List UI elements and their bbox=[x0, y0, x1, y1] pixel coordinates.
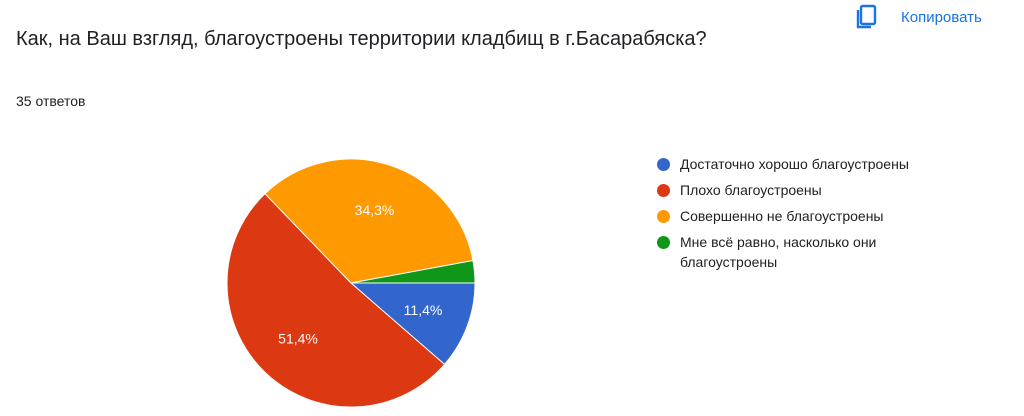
legend-item-2: Плохо благоустроены bbox=[657, 180, 957, 200]
question-title: Как, на Ваш взгляд, благоустроены террит… bbox=[16, 28, 707, 50]
legend-label-2: Плохо благоустроены bbox=[680, 182, 822, 198]
legend-item-1: Достаточно хорошо благоустроены bbox=[657, 154, 957, 174]
legend-label-1: Достаточно хорошо благоустроены bbox=[680, 156, 909, 172]
pie-slice-label-2: 51,4% bbox=[278, 331, 318, 347]
chart-legend: Достаточно хорошо благоустроены Плохо бла… bbox=[657, 154, 957, 278]
copy-icon bbox=[856, 4, 877, 29]
legend-swatch-2 bbox=[657, 184, 670, 197]
copy-button[interactable]: Копировать bbox=[855, 3, 982, 31]
pie-slice-label-3: 34,3% bbox=[355, 202, 395, 218]
pie-slice-3 bbox=[264, 158, 474, 284]
legend-label-4: Мне всё равно, насколько они благоустрое… bbox=[680, 234, 877, 270]
response-count: 35 ответов bbox=[16, 93, 86, 109]
legend-item-3: Совершенно не благоустроены bbox=[657, 206, 957, 226]
legend-label-3: Совершенно не благоустроены bbox=[680, 208, 884, 224]
legend-swatch-1 bbox=[657, 158, 670, 171]
copy-label: Копировать bbox=[901, 8, 982, 26]
legend-swatch-3 bbox=[657, 210, 670, 223]
legend-swatch-4 bbox=[657, 236, 670, 249]
pie-slice-2 bbox=[226, 192, 446, 408]
pie-slice-label-1: 11,4% bbox=[404, 302, 443, 318]
pie-slice-1 bbox=[349, 282, 476, 366]
legend-item-4: Мне всё равно, насколько они благоустрое… bbox=[657, 232, 957, 272]
pie-slice-4 bbox=[350, 259, 476, 284]
